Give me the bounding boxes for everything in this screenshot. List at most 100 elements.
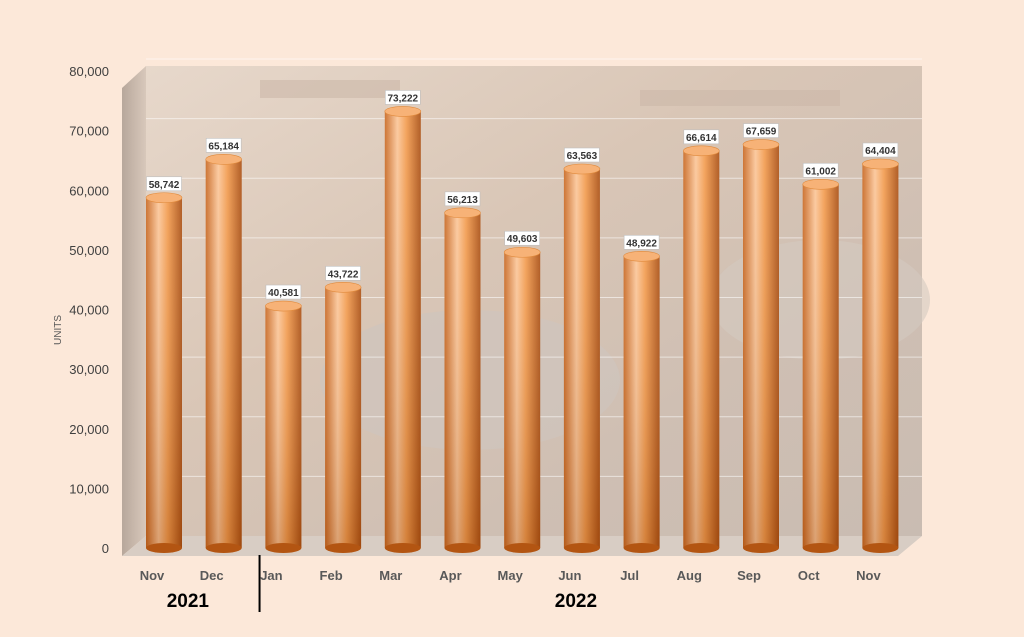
bar-shade <box>325 287 362 548</box>
y-tick-label: 10,000 <box>69 481 109 496</box>
bar <box>324 282 362 553</box>
bar <box>682 145 720 553</box>
data-label-box <box>862 142 899 158</box>
bar-shade <box>802 184 839 548</box>
bar-shade <box>623 256 660 548</box>
data-label: 67,659 <box>746 127 777 138</box>
bar-shade <box>862 163 899 548</box>
y-tick-label: 0 <box>102 541 109 556</box>
data-label: 65,184 <box>208 141 239 152</box>
y-tick-label: 50,000 <box>69 243 109 258</box>
bar <box>145 192 183 553</box>
y-tick-label: 60,000 <box>69 183 109 198</box>
bar-cap <box>205 154 242 165</box>
x-axis: Nov Dec Jan Feb Mar Apr May Jun Jul Aug Sep Oct Nov <box>140 568 882 583</box>
bar <box>503 246 541 553</box>
bar-shade <box>504 252 541 548</box>
bar-base <box>743 543 779 553</box>
data-label: 66,614 <box>686 133 717 144</box>
bar <box>802 178 840 553</box>
y-tick-label: 70,000 <box>69 124 109 139</box>
x-tick-label: Feb <box>320 568 343 583</box>
x-tick-label: Dec <box>200 568 224 583</box>
data-label-box <box>265 284 302 300</box>
bar-cap <box>145 192 183 204</box>
data-label-box <box>504 230 541 246</box>
data-label: 49,603 <box>507 234 538 245</box>
bar-cap <box>742 139 780 150</box>
x-tick-label: Sep <box>737 568 761 583</box>
x-tick-label: Mar <box>379 568 402 583</box>
year-label: 2022 <box>555 591 597 612</box>
bar-cap <box>324 282 362 293</box>
x-tick-label: Nov <box>140 568 165 583</box>
data-label-box <box>146 176 182 192</box>
y-tick-label: 40,000 <box>69 303 109 318</box>
bar <box>563 163 601 553</box>
data-label-box <box>384 90 421 105</box>
data-label: 73,222 <box>388 93 419 104</box>
bar <box>265 300 302 553</box>
x-tick-label: Jun <box>558 568 581 583</box>
data-label: 43,722 <box>328 269 359 280</box>
data-label: 40,581 <box>268 288 299 299</box>
x-tick-label: Jul <box>620 568 639 583</box>
bar-shade <box>563 169 600 548</box>
bar-cap <box>623 251 660 262</box>
data-label-box <box>564 147 600 163</box>
data-label-box <box>743 123 779 138</box>
x-tick-label: Jan <box>260 568 282 583</box>
data-label: 48,922 <box>626 238 657 249</box>
y-axis: 0 10,000 20,000 30,000 40,000 50,000 60,000 70,… <box>69 64 109 556</box>
y-tick-label: 30,000 <box>69 362 109 377</box>
bar-base <box>862 543 899 553</box>
data-label-box <box>325 266 361 281</box>
bar-cap <box>265 300 302 312</box>
bars: 58,742 65,184 40,581 43,722 73,222 56,213 49,6… <box>145 90 899 553</box>
bar-cap <box>563 163 601 175</box>
year-label: 2021 <box>167 591 210 612</box>
x-tick-label: May <box>498 568 524 583</box>
bar-base <box>146 543 182 553</box>
bar <box>862 158 899 553</box>
bar <box>384 106 422 553</box>
bar-base <box>205 543 242 553</box>
y-tick-label: 80,000 <box>69 64 109 79</box>
data-label: 64,404 <box>865 146 896 157</box>
bar-cap <box>384 106 422 117</box>
bar-base <box>265 543 302 553</box>
bar-shade <box>743 144 779 549</box>
bar-base <box>563 543 600 553</box>
data-label: 61,002 <box>805 166 836 177</box>
bar-base <box>325 543 362 553</box>
data-label-box <box>623 235 660 250</box>
x-tick-label: Aug <box>677 568 702 583</box>
bar <box>742 139 780 553</box>
bar-base <box>623 543 660 553</box>
data-label-box <box>683 129 720 145</box>
ceiling-light-strip <box>260 80 400 98</box>
bar-shade <box>265 306 302 548</box>
bar-base <box>504 543 541 553</box>
bar-base <box>683 543 720 553</box>
side-wall <box>122 66 146 556</box>
bar-cap <box>682 145 720 157</box>
bar-cap <box>503 246 541 258</box>
bar-base <box>384 543 421 553</box>
bar-cap <box>862 158 899 170</box>
x-tick-label: Apr <box>439 568 461 583</box>
bar-cap <box>444 207 481 219</box>
bar <box>623 251 660 553</box>
x-tick-label: Nov <box>856 568 881 583</box>
y-axis-label: UNITS <box>53 315 64 345</box>
bar-shade <box>146 197 182 548</box>
y-tick-label: 20,000 <box>69 422 109 437</box>
bar-cap <box>802 178 840 190</box>
ceiling-light-strip <box>640 90 840 106</box>
data-label-box <box>444 191 481 207</box>
data-label: 63,563 <box>567 151 598 162</box>
data-label: 56,213 <box>447 195 478 206</box>
year-groups: 2021 2022 <box>167 555 597 612</box>
x-tick-label: Oct <box>798 568 820 583</box>
